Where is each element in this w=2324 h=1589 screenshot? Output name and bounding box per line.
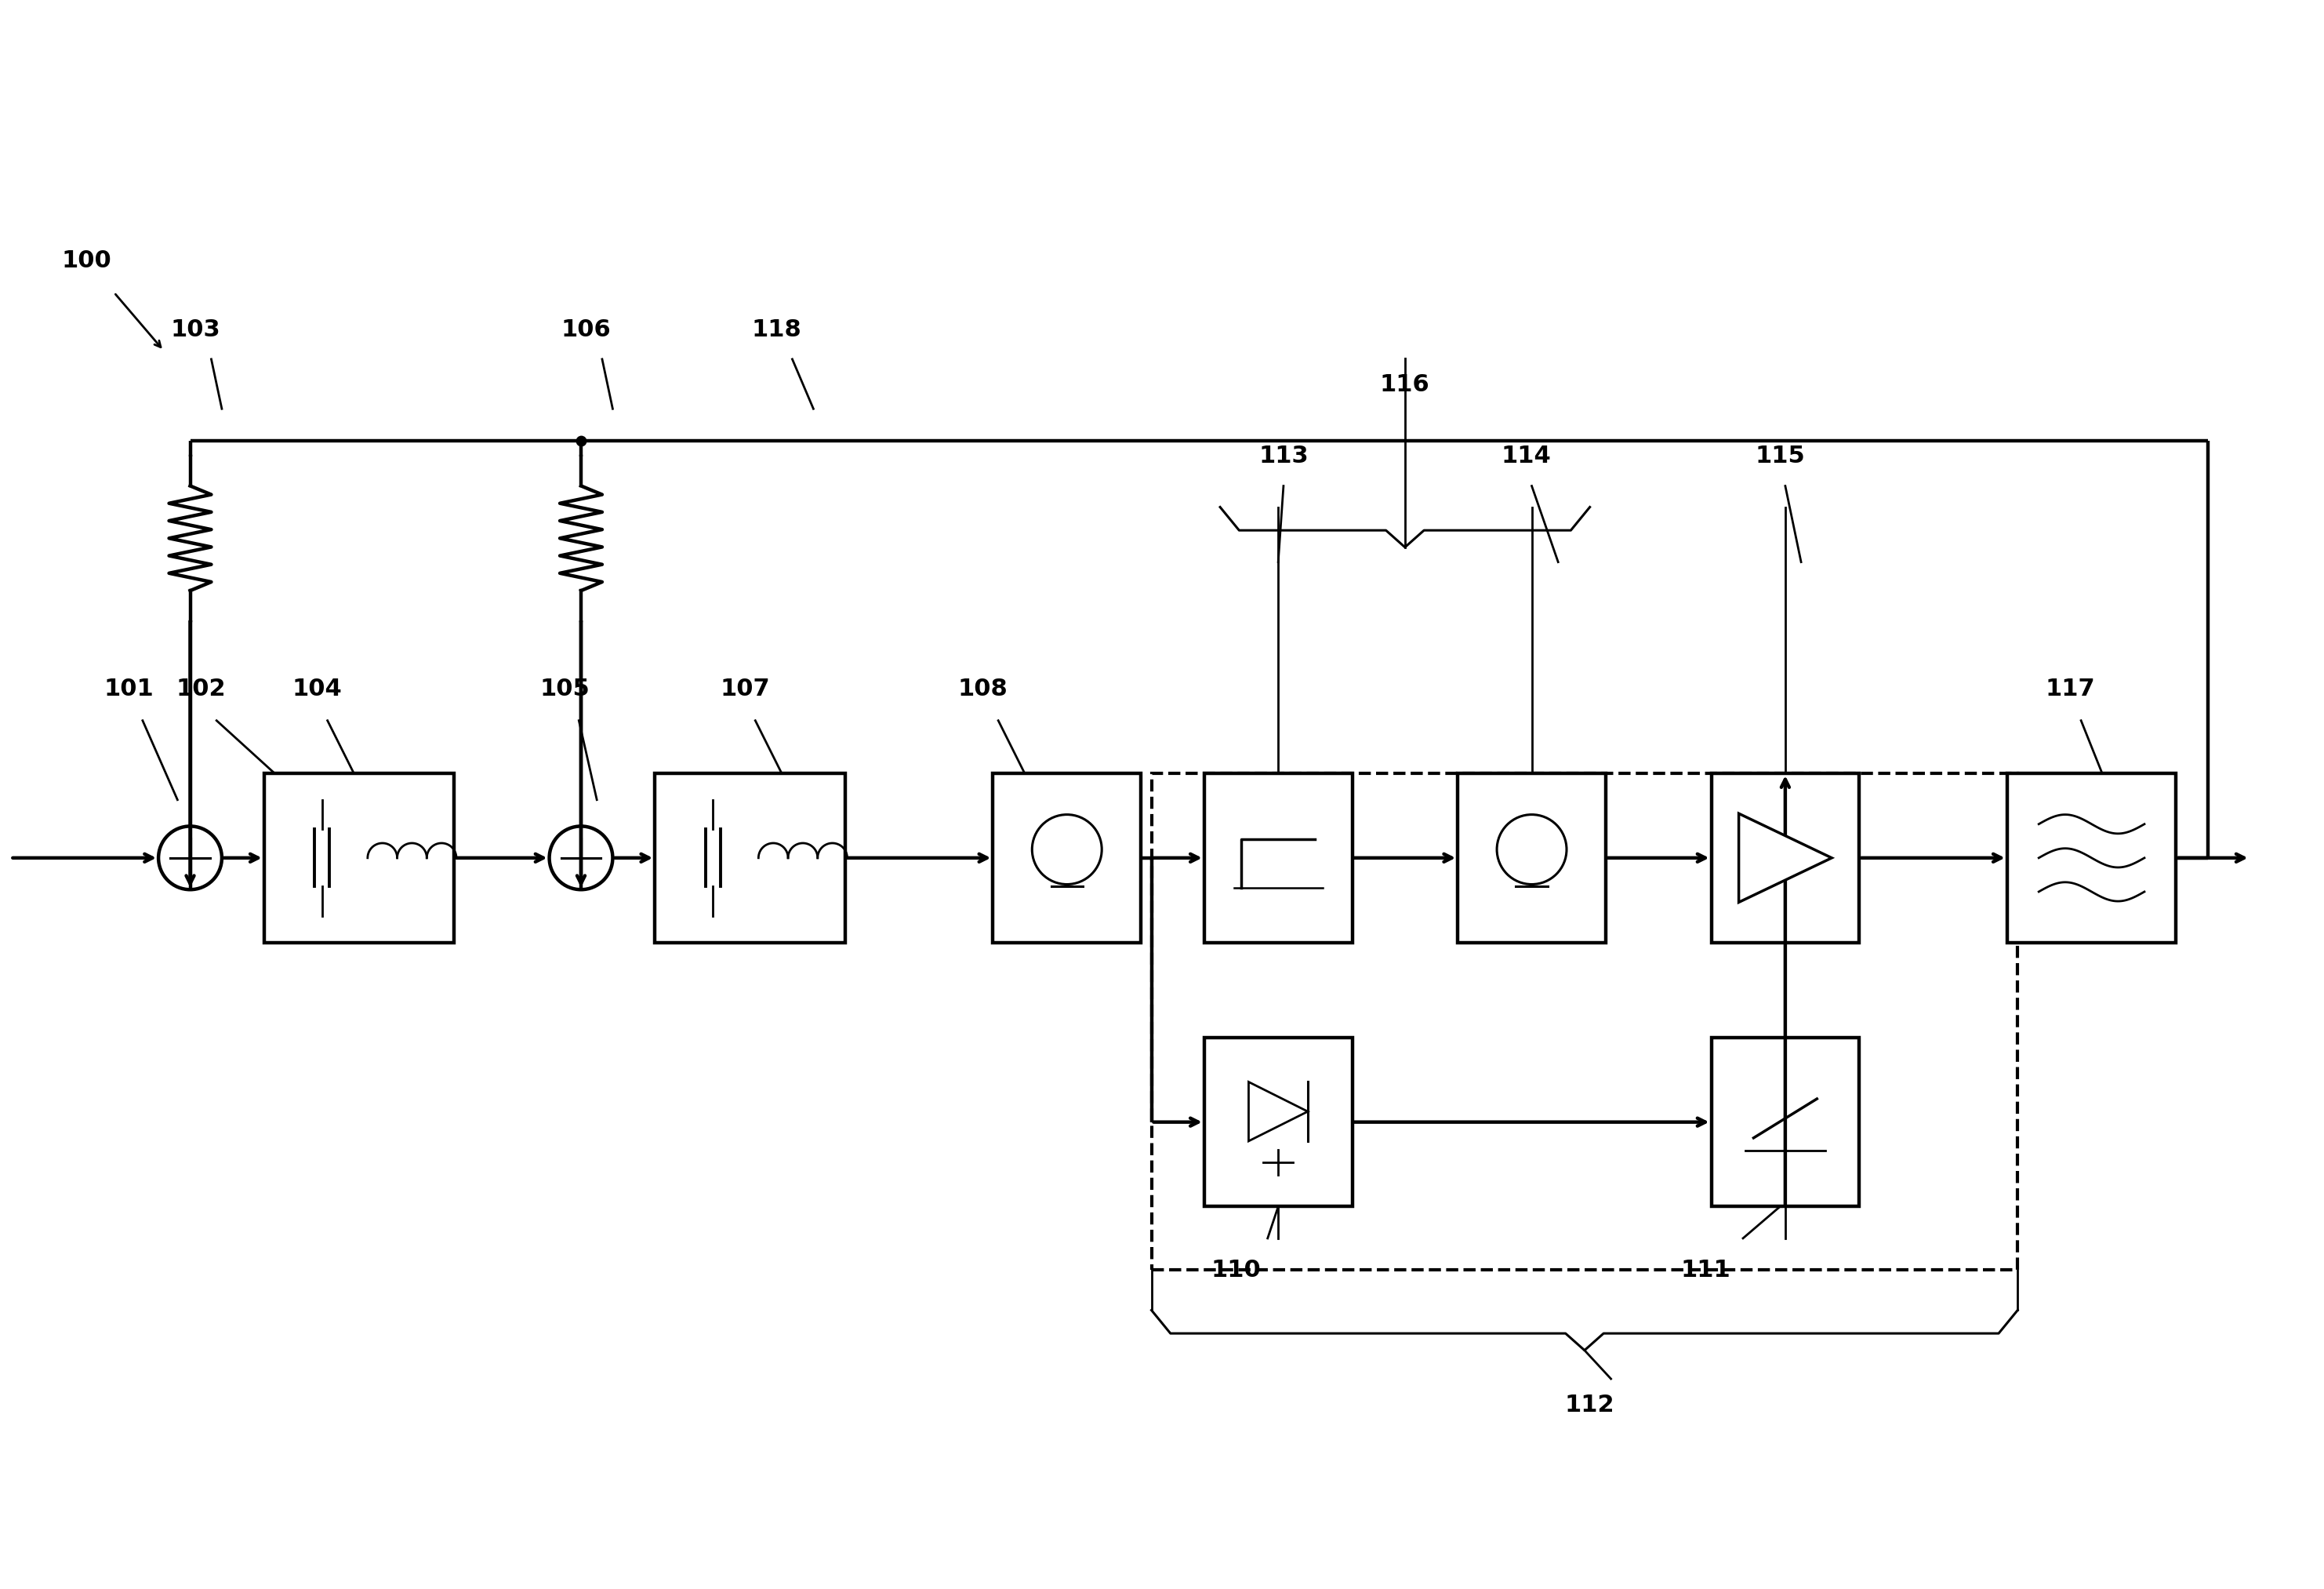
Bar [1204, 774, 1353, 942]
Bar [1710, 774, 1859, 942]
Bar [992, 774, 1141, 942]
Text: 117: 117 [2045, 677, 2096, 701]
Text: 111: 111 [1680, 1258, 1731, 1281]
Bar [1457, 774, 1606, 942]
Text: 106: 106 [562, 318, 611, 342]
Bar [1710, 1038, 1859, 1206]
Text: 105: 105 [539, 677, 590, 701]
Text: 118: 118 [751, 318, 802, 342]
Text: 101: 101 [105, 677, 153, 701]
Bar [2008, 774, 2175, 942]
Text: 108: 108 [957, 677, 1006, 701]
Text: 114: 114 [1501, 445, 1552, 467]
Text: 104: 104 [293, 677, 342, 701]
Text: 113: 113 [1260, 445, 1308, 467]
Bar [655, 774, 846, 942]
Text: 100: 100 [63, 249, 112, 272]
Bar [1150, 774, 2017, 1270]
Polygon shape [1738, 814, 1831, 903]
Text: 115: 115 [1755, 445, 1806, 467]
Text: 102: 102 [177, 677, 225, 701]
Text: 116: 116 [1380, 373, 1429, 396]
Text: 103: 103 [170, 318, 221, 342]
Text: 110: 110 [1211, 1258, 1262, 1281]
Polygon shape [1248, 1082, 1308, 1141]
Bar [1204, 1038, 1353, 1206]
Bar [265, 774, 453, 942]
Text: 107: 107 [720, 677, 769, 701]
Text: 112: 112 [1564, 1394, 1615, 1417]
